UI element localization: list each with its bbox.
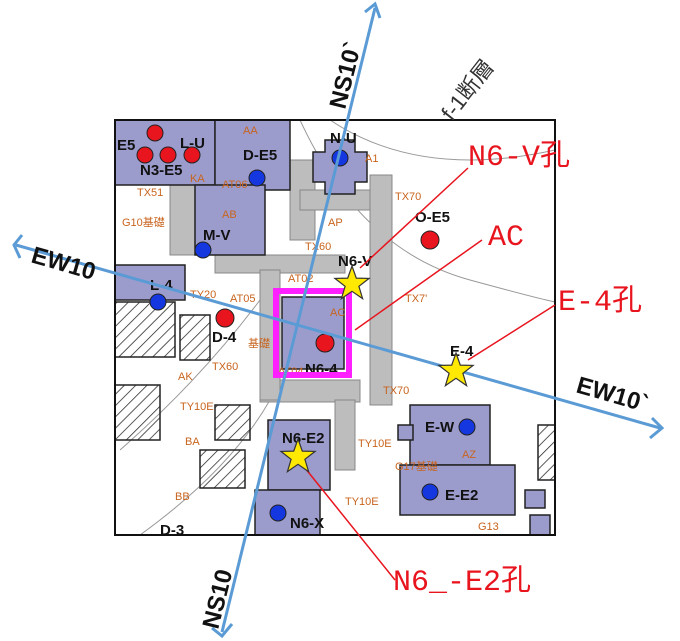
callout-label: N6_-E2孔: [393, 565, 531, 600]
axis-label: EW10`: [573, 372, 651, 418]
highlight-box: [273, 288, 352, 378]
feature-label: BA: [185, 436, 200, 448]
building-label: E-E2: [445, 487, 478, 504]
feature-label: 基礎: [248, 337, 270, 350]
feature-label: TY20: [190, 289, 216, 301]
feature-label: G17基礎: [395, 460, 438, 473]
map-frame: [114, 119, 556, 536]
building-label: D-3: [160, 522, 184, 539]
feature-labels: AA A1 KA AT06 TX51 G10基礎 AB AP TX70 TX60…: [122, 125, 499, 533]
building-label: D-4: [212, 329, 237, 346]
feature-label: AT06: [222, 179, 247, 191]
building-label: N6-V: [338, 253, 372, 270]
feature-label: TX51: [137, 187, 163, 199]
building-label: O-E5: [415, 209, 450, 226]
fault-label: f-1断層: [436, 55, 499, 125]
building-label: N6-X: [290, 515, 324, 532]
feature-label: TX60: [305, 241, 331, 253]
building-label: M-V: [203, 227, 231, 244]
feature-label: KA: [190, 173, 205, 185]
buildings: [115, 120, 551, 535]
feature-label: G10基礎: [122, 216, 165, 229]
feature-label: G13: [478, 521, 499, 533]
feature-label: AK: [178, 371, 193, 383]
section-lines: [12, 1, 665, 639]
feature-label: TY10E: [358, 438, 392, 450]
building-label: E-W: [425, 419, 455, 436]
red-boreholes: [136, 124, 440, 353]
callout-label: AC: [488, 221, 524, 255]
axis-label: EW10: [28, 242, 98, 286]
building-label: N6-E2: [282, 430, 325, 447]
building-label: L-U: [180, 135, 205, 152]
feature-label: AC: [330, 307, 345, 319]
feature-label: TX70: [383, 385, 409, 397]
feature-label: TX7': [405, 293, 427, 305]
feature-label: BB: [175, 491, 190, 503]
callout-lines: [304, 167, 556, 581]
building-label: D-E5: [243, 147, 277, 164]
building-label: N3-E5: [140, 162, 183, 179]
map-area: E5 L-U N3-E5 D-E5 N-U M-V O-E5 N6-V L-4 …: [115, 120, 555, 539]
feature-label: AA: [243, 125, 258, 137]
feature-label: TX70: [395, 191, 421, 203]
building-labels: E5 L-U N3-E5 D-E5 N-U M-V O-E5 N6-V L-4 …: [117, 130, 478, 539]
callout-label: E-4孔: [558, 285, 642, 320]
callout-label: N6-V孔: [468, 140, 570, 175]
feature-label: AP: [328, 217, 343, 229]
axis-label: NS10`: [325, 39, 368, 112]
feature-label: TY10E: [180, 401, 214, 413]
feature-label: AT05: [230, 293, 255, 305]
hatched-areas: [115, 301, 555, 489]
building-label: E5: [117, 137, 135, 154]
feature-label: TX60: [212, 361, 238, 373]
feature-label: AB: [222, 209, 237, 221]
feature-label: A1: [365, 153, 378, 165]
feature-label: TY10E: [345, 496, 379, 508]
blue-boreholes: [149, 149, 476, 522]
building-label: E-4: [450, 343, 474, 360]
axis-label: NS10: [198, 567, 239, 632]
feature-label: AZ: [462, 449, 476, 461]
